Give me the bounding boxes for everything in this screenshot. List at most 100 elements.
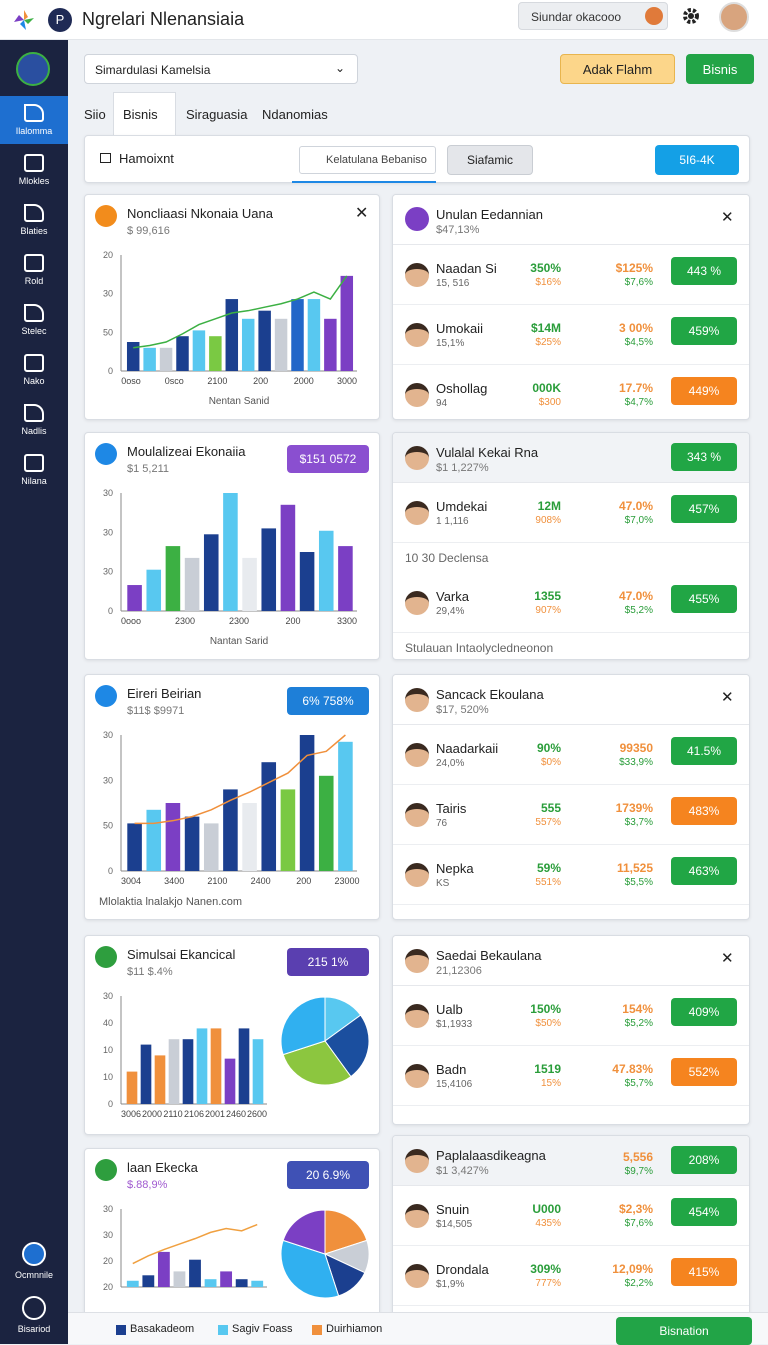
x-tick-label: 200	[296, 876, 311, 886]
legend-swatch	[218, 1325, 228, 1335]
x-tick-label: 3006	[121, 1109, 141, 1119]
sidebar-label: Mlokles	[18, 176, 50, 186]
metric-a-sub: $300	[538, 397, 561, 408]
sidebar-icon[interactable]	[24, 154, 44, 172]
metric-a-sub: $25%	[535, 337, 561, 348]
tab[interactable]: Siio	[84, 107, 106, 122]
card-header: Paplalaasdikeagna $1 3,427% 5,556 $9,7% 208%	[393, 1136, 749, 1186]
sidebar-icon[interactable]	[24, 204, 44, 222]
bar	[126, 342, 140, 371]
status-badge: 343 %	[671, 443, 737, 471]
sidebar-icon[interactable]	[24, 454, 44, 472]
user-avatar[interactable]	[719, 2, 749, 32]
sidebar-label: Rold	[24, 276, 44, 286]
bar	[241, 318, 255, 371]
settings-icon[interactable]	[681, 6, 701, 26]
list-row[interactable]: Varka 29,4% 1355 907% 47.0% $5,2% 455%	[393, 573, 749, 633]
status-badge: 415%	[671, 1258, 737, 1286]
sidebar-icon[interactable]	[24, 254, 44, 272]
bar	[165, 546, 181, 611]
top-bar: P Ngrelari Nlenansiaia Siundar okacooo	[0, 0, 768, 40]
tab[interactable]: Bisnis	[123, 107, 158, 122]
avatar	[405, 1264, 429, 1288]
bar	[189, 1259, 201, 1287]
card-subtitle: $17, 520%	[436, 704, 489, 716]
chart: 30 30 20 20	[103, 1204, 267, 1292]
bar	[220, 1271, 233, 1287]
list-row[interactable]: Nepka KS 59% 551% 11,525 $5,5% 463%	[393, 845, 749, 905]
sidebar-icon[interactable]	[24, 404, 44, 422]
filter-input[interactable]: Kelatulana Bebaniso	[299, 146, 436, 174]
metric-b-sub: $5,5%	[624, 877, 653, 888]
list-card: Unulan Eedannian $47,13% ✕ Naadan Si 15, 516…	[392, 194, 750, 420]
filter-button[interactable]: Siafamic	[447, 145, 533, 175]
metric-a: 12M	[537, 499, 561, 513]
row-name: Naadarkaii	[436, 741, 499, 756]
status-badge: 443 %	[671, 257, 737, 285]
sidebar-label: Blaties	[20, 226, 48, 236]
chart: 30 30 30 0 0ooo 2300 2300 200 3300 Nantan Sarid	[103, 488, 357, 647]
chart-caption: Mlolaktia lnalakjo Nanen.com	[99, 896, 242, 908]
sidebar-icon[interactable]	[24, 354, 44, 372]
bar	[203, 534, 219, 611]
sidebar-icon[interactable]	[24, 304, 44, 322]
status-badge: 455%	[671, 585, 737, 613]
primary-button[interactable]: Adak Flahm	[560, 54, 675, 84]
bar	[251, 1280, 264, 1287]
y-tick-label: 30	[103, 1230, 113, 1240]
row-name: Tairis	[436, 801, 467, 816]
metric-b: 99350	[619, 741, 653, 755]
row-name: Badn	[436, 1062, 467, 1077]
list-row[interactable]: Drondala $1,9% 309% 777% 12,09% $2,2% 415%	[393, 1246, 749, 1306]
list-row[interactable]: Umdekai 1 1,116 12M 908% 47.0% $7,0% 457%	[393, 483, 749, 543]
list-row[interactable]: Naadan Si 15, 516 350% $16% $125% $7,6% 443 %	[393, 245, 749, 305]
card-title: Vulalal Kekai Rna	[436, 445, 539, 460]
list-row[interactable]: Ualb $1,1933 150% $50% 154% $5,2% 409%	[393, 986, 749, 1046]
status-badge: 208%	[671, 1146, 737, 1174]
filter-action[interactable]: 5I6-4K	[655, 145, 739, 175]
sidebar-icon[interactable]	[24, 104, 44, 122]
bar	[157, 1251, 170, 1287]
metric-b-sub: $2,2%	[624, 1278, 653, 1289]
metric-a-sub: $0%	[540, 757, 561, 768]
list-row[interactable]: Umokaii 15,1% $14M $25% 3 00% $4,5% 459%	[393, 305, 749, 365]
metric-b: 12,09%	[612, 1262, 653, 1276]
dropdown[interactable]: Simardulasi Kamelsia ⌄	[84, 54, 358, 84]
sidebar-icon[interactable]	[22, 1296, 46, 1320]
card-badge: 215 1%	[287, 948, 369, 976]
avatar	[405, 591, 429, 615]
row-sub: 15, 516	[436, 278, 470, 289]
y-tick-label: 30	[103, 289, 113, 299]
card-title: Unulan Eedannian	[436, 207, 543, 222]
list-row[interactable]: Oshollag 94 000K $300 17.7% $4,7% 449%	[393, 365, 749, 419]
trend-line	[134, 734, 346, 825]
metric-a-sub: 907%	[535, 605, 561, 616]
list-row[interactable]: Snuin $14,505 U000 435% $2,3% $7,6% 454%	[393, 1186, 749, 1246]
chart-card: Eireri Beirian $11$ $9971 6% 758% 30 30 50 0 30…	[84, 674, 380, 920]
tab-active	[113, 92, 176, 136]
pie-slice	[280, 996, 326, 1056]
footer-button[interactable]: Bisnation	[616, 1317, 752, 1345]
metric-b: 47.83%	[612, 1062, 653, 1076]
metric-a: U000	[532, 1202, 561, 1216]
x-tick-label: 200	[253, 376, 268, 386]
search-text: Siundar okacooo	[531, 10, 622, 24]
list-card: Sancack Ekoulana $17, 520% ✕ Naadarkaii 24,0…	[392, 674, 750, 920]
bar	[225, 299, 239, 371]
avatar	[405, 323, 429, 347]
metric-a-sub: $16%	[535, 277, 561, 288]
list-row[interactable]: Tairis 76 555 557% 1739% $3,7% 483%	[393, 785, 749, 845]
list-row[interactable]: Naadarkaii 24,0% 90% $0% 99350 $33,9% 41.5%	[393, 725, 749, 785]
status-badge: 463%	[671, 857, 737, 885]
card-subtitle: $11$ $9971	[127, 705, 185, 717]
secondary-button[interactable]: Bisnis	[686, 54, 754, 84]
tab[interactable]: Ndanomias	[262, 107, 328, 122]
search-box[interactable]: Siundar okacooo	[518, 2, 668, 30]
tab[interactable]: Siraguasia	[186, 107, 248, 122]
sidebar-icon[interactable]	[22, 1242, 46, 1266]
dropdown-text: Simardulasi Kamelsia	[95, 63, 211, 77]
bar	[338, 741, 353, 871]
row-sub: $1,1933	[436, 1019, 473, 1030]
list-row[interactable]: Badn 15,4106 1519 15% 47.83% $5,7% 552%	[393, 1046, 749, 1106]
